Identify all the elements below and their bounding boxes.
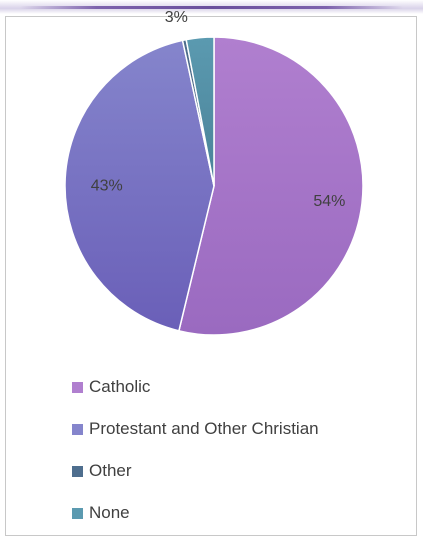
legend-swatch <box>72 507 83 519</box>
data-label-none: 3% <box>165 9 188 26</box>
data-label-catholic: 54% <box>313 193 345 210</box>
legend-label: None <box>89 503 130 522</box>
pie-data-labels: 54% 43% 3% <box>91 9 346 210</box>
legend-item: None <box>72 492 319 534</box>
legend-swatch <box>72 423 83 435</box>
legend-label: Other <box>89 461 132 480</box>
legend-item: Catholic <box>72 366 319 408</box>
pie-slice-catholic <box>177 36 364 336</box>
legend-item: Protestant and Other Christian <box>72 408 319 450</box>
top-decorative-band <box>0 0 423 14</box>
pie-slices <box>64 36 364 336</box>
pie-slice-protestant-and-other-christian <box>64 39 215 332</box>
legend-swatch <box>72 381 83 393</box>
legend: Catholic Protestant and Other Christian Ot… <box>72 366 319 534</box>
pie-slice-none <box>185 36 215 187</box>
legend-swatch <box>72 465 83 477</box>
legend-label: Catholic <box>89 377 151 396</box>
legend-label: Protestant and Other Christian <box>89 419 319 438</box>
data-label-protestant-and-other-christian: 43% <box>91 178 123 195</box>
legend-item: Other <box>72 450 319 492</box>
